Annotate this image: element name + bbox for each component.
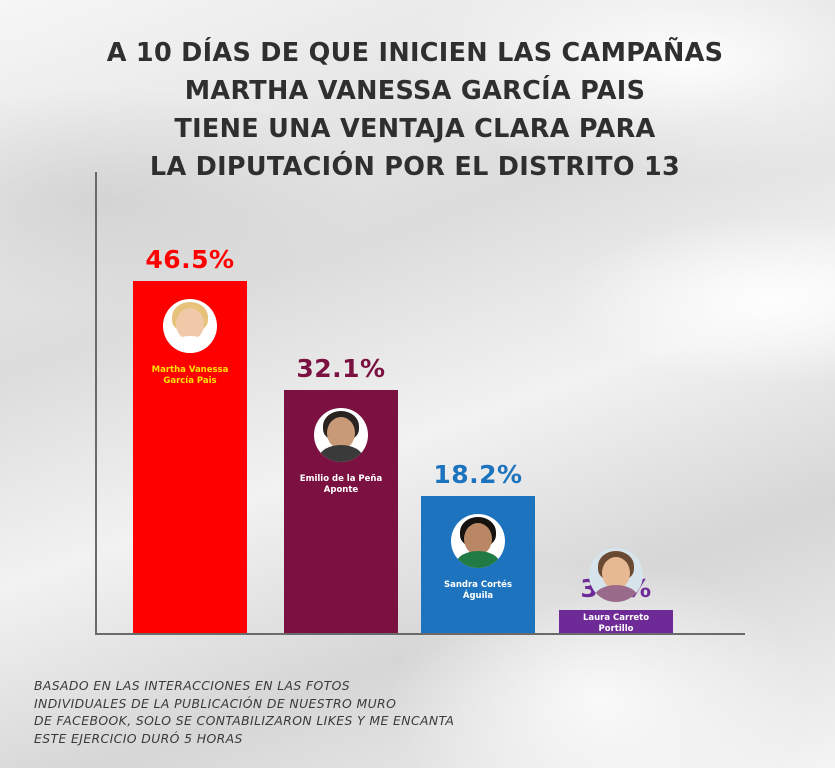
candidate-name-2-line-2: Aponte — [323, 485, 359, 496]
x-axis-line — [95, 633, 745, 635]
candidate-1-photo-icon — [163, 299, 217, 353]
chart-title: A 10 DÍAS DE QUE INICIEN LAS CAMPAÑAS MA… — [60, 34, 770, 186]
title-line-2: MARTHA VANESSA GARCÍA PAIS — [184, 76, 646, 106]
value-label-2: 32.1% — [296, 354, 386, 384]
candidate-name-1: Martha Vanessa García Pais — [133, 365, 247, 387]
footnote-line-1: BASADO EN LAS INTERACCIONES EN LAS FOTOS — [34, 678, 351, 693]
candidate-name-3-line-1: Sandra Cortés — [443, 579, 513, 590]
value-label-1: 46.5% — [145, 245, 235, 274]
candidate-name-3-line-2: Águila — [462, 590, 494, 601]
title-line-3: TIENE UNA VENTAJA CLARA PARA — [174, 114, 656, 144]
title-line-1: A 10 DÍAS DE QUE INICIEN LAS CAMPAÑAS — [106, 38, 724, 68]
footnote-line-4: ESTE EJERCICIO DURÓ 5 HORAS — [34, 730, 243, 746]
candidate-name-2: Emilio de la Peña Aponte — [284, 474, 398, 496]
candidate-name-3: Sandra Cortés Águila — [421, 580, 535, 602]
y-axis-line — [95, 172, 97, 634]
bar-4 — [559, 609, 673, 634]
title-line-4: LA DIPUTACIÓN POR EL DISTRITO 13 — [149, 152, 681, 182]
candidate-2-photo-icon — [314, 408, 368, 463]
footnote-line-3: DE FACEBOOK, SOLO SE CONTABILIZARON LIKE… — [34, 713, 455, 728]
footnote: BASADO EN LAS INTERACCIONES EN LAS FOTOS… — [34, 677, 454, 747]
candidate-4-photo-icon — [589, 547, 643, 602]
candidate-3-photo-icon — [451, 513, 505, 568]
footnote-line-2: INDIVIDUALES DE LA PUBLICACIÓN DE NUESTR… — [34, 695, 397, 711]
candidate-name-4-line-1: Laura Carreto — [582, 612, 650, 623]
candidate-name-2-line-1: Emilio de la Peña — [299, 474, 383, 485]
candidate-name-4: Laura Carreto Portillo — [559, 613, 673, 635]
value-label-3: 18.2% — [433, 459, 523, 489]
candidate-name-4-line-2: Portillo — [598, 623, 634, 634]
candidate-name-1-line-1: Martha Vanessa — [151, 365, 229, 375]
candidate-name-1-line-2: García Pais — [163, 376, 217, 386]
